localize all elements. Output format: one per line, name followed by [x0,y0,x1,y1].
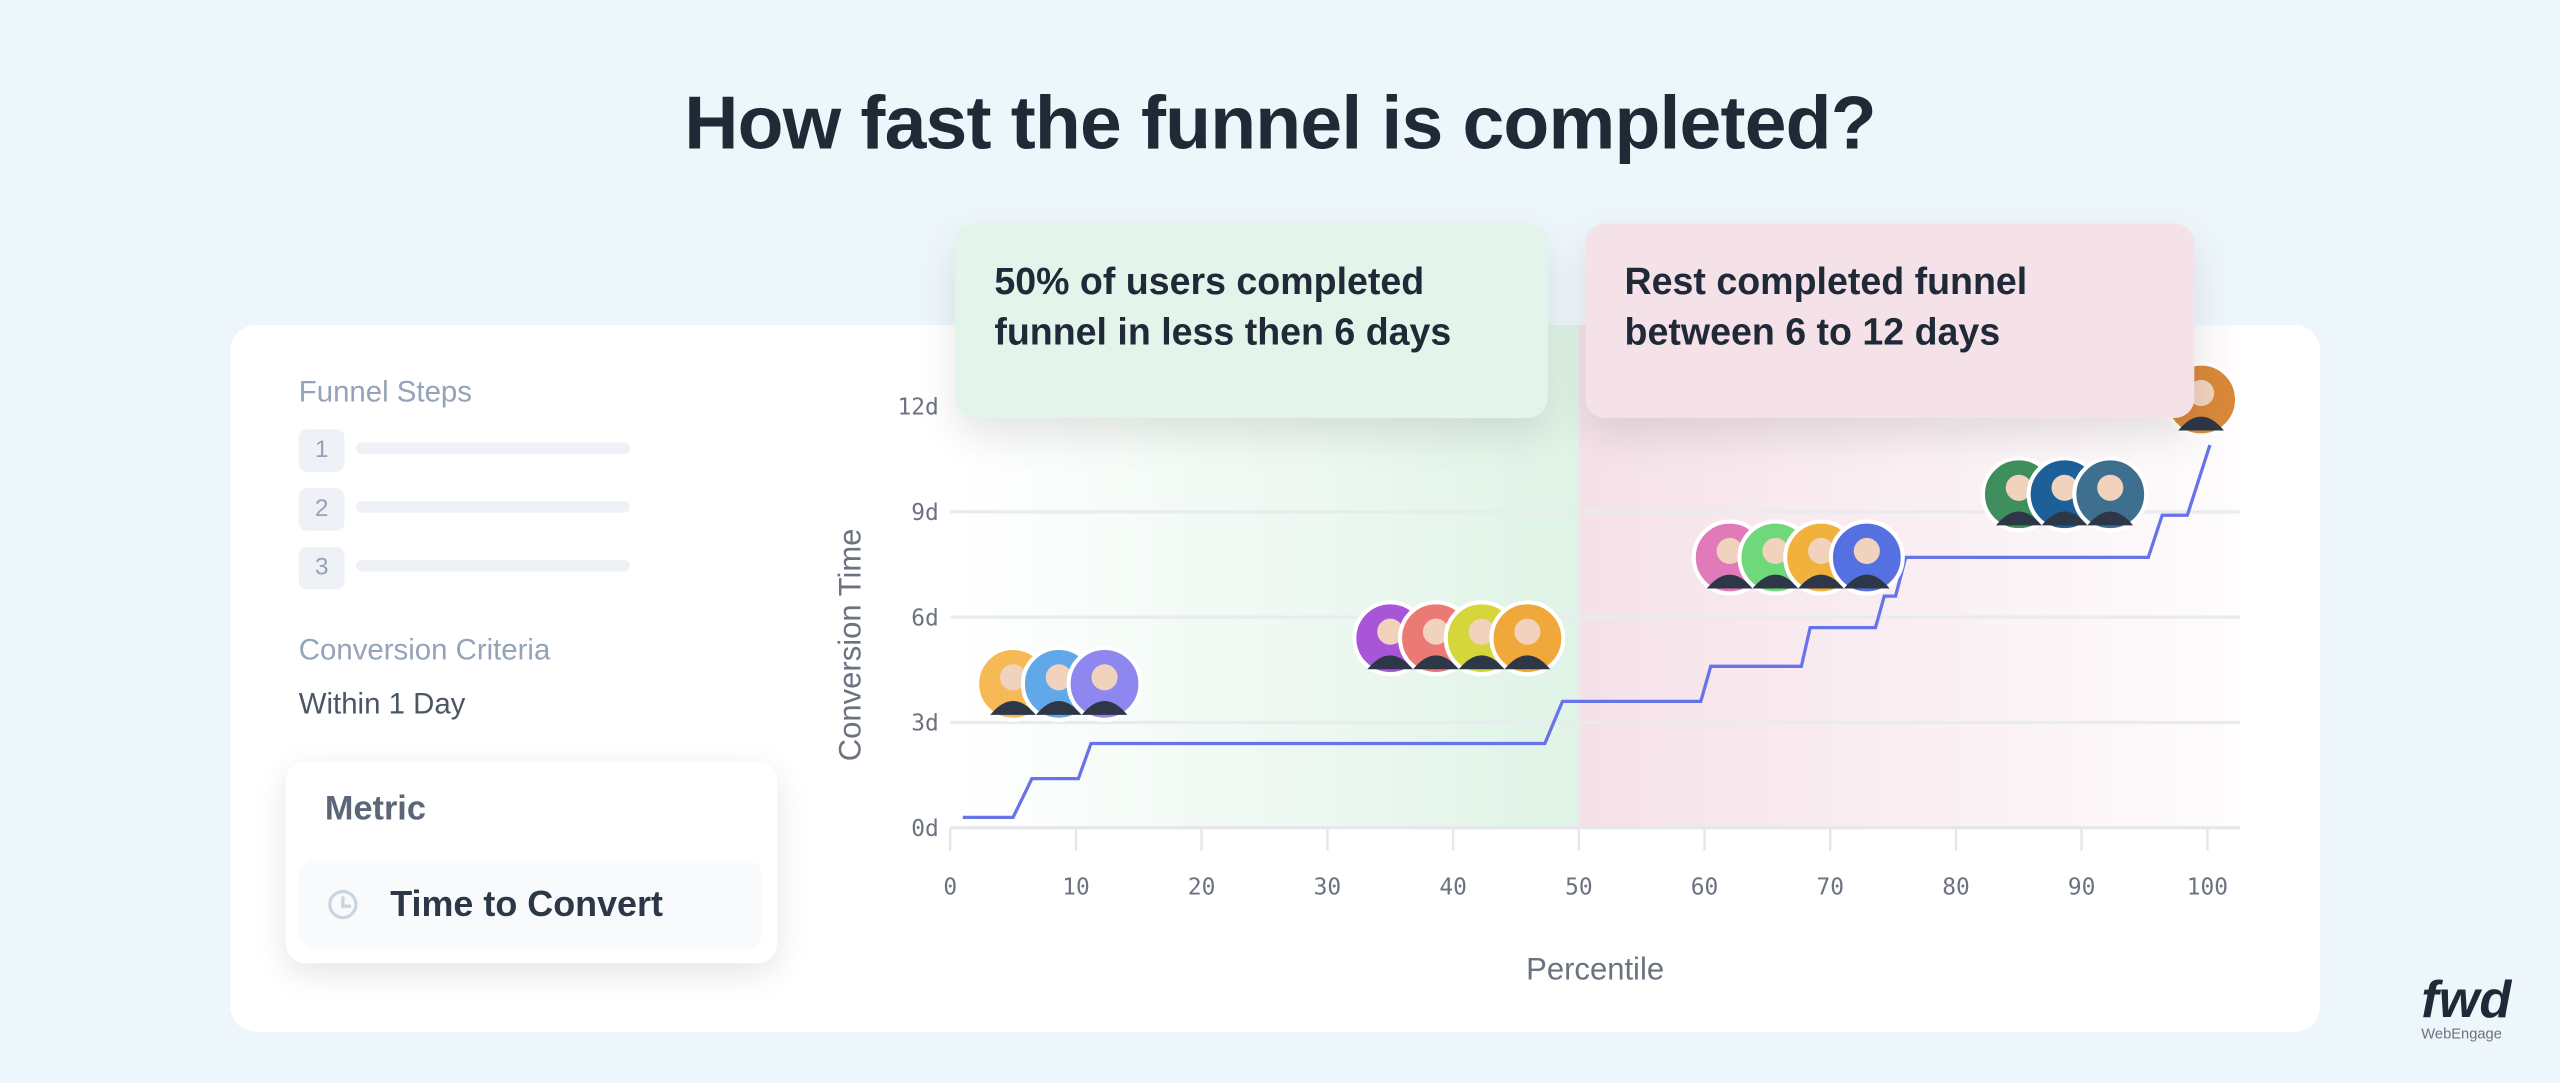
metric-select[interactable]: Time to Convert [298,860,763,949]
funnel-step-2[interactable]: 2 [298,488,345,531]
y-tick-label: 6d [911,605,939,631]
avatar-body [1367,655,1414,670]
avatar-body [1504,655,1551,670]
avatar-face [1762,537,1789,565]
avatar-face [1091,664,1118,691]
avatar-body [2041,511,2088,526]
x-axis-label: Percentile [1526,952,1664,987]
avatar-body [1706,574,1753,589]
avatar-face [2051,474,2078,501]
callout-line: 50% of users completed [994,259,1425,303]
avatar-body [1413,655,1459,670]
metric-label: Metric [324,790,426,828]
avatar-body [1035,700,1082,715]
callout-line: Rest completed funnel [1624,259,2028,303]
avatar-face [1716,537,1743,565]
x-tick-label: 40 [1439,875,1467,901]
clock-icon [328,889,358,920]
funnel-steps-label: Funnel Steps [298,375,472,409]
avatar-face [1377,618,1404,645]
fwd-webengage-logo: fwd WebEngage [2421,973,2511,1042]
avatar-body [1458,655,1505,670]
callout-line: funnel in less then 6 days [994,310,1452,353]
avatar-face [2005,474,2032,501]
avatar-face [2188,379,2215,407]
callout-first-half: 50% of users completed funnel in less th… [955,223,1548,418]
metric-card: Metric Time to Convert [285,760,778,964]
funnel-step-bar [355,501,631,513]
avatar-body [1843,574,1890,589]
x-tick-label: 60 [1691,875,1719,901]
conversion-criteria-label: Conversion Criteria [298,633,551,667]
x-tick-label: 50 [1565,875,1593,901]
callout-second-half: Rest completed funnel between 6 to 12 da… [1585,223,2195,418]
avatar-face [1045,664,1072,691]
series-line [962,444,2212,819]
avatar-body [1752,574,1799,589]
page-title: How fast the funnel is completed? [684,80,1876,165]
avatar-face [1422,618,1450,645]
funnel-step-3[interactable]: 3 [298,546,345,590]
y-axis-label: Conversion Time [832,529,867,762]
avatar-face [1468,618,1495,645]
funnel-step-bar [355,560,631,572]
x-tick-label: 30 [1314,875,1342,901]
y-tick-label: 9d [911,500,939,526]
conversion-criteria-value[interactable]: Within 1 Day [298,687,466,721]
metric-value: Time to Convert [390,883,663,925]
logo-subtext: WebEngage [2421,1025,2502,1042]
avatar-face [1000,664,1027,691]
avatar-face [1514,618,1541,645]
avatar-body [1995,511,2042,526]
callout-line: between 6 to 12 days [1624,310,2001,353]
avatar-face [2097,474,2124,501]
avatar-body [1798,574,1844,589]
avatar-body [2087,511,2134,526]
avatar-body [990,700,1036,715]
avatar-face [1853,537,1880,565]
y-tick-label: 12d [898,395,939,421]
x-tick-label: 70 [1816,875,1844,901]
x-tick-label: 100 [2187,875,2228,901]
funnel-step-bar [355,442,631,454]
y-tick-label: 3d [911,711,939,737]
y-tick-label: 0d [911,816,939,842]
x-tick-label: 10 [1062,875,1090,901]
funnel-step-1[interactable]: 1 [298,429,345,472]
avatar-body [1081,700,1128,715]
logo-text: fwd [2421,969,2512,1029]
x-tick-label: 80 [1942,875,1970,901]
avatar-face [1808,537,1835,565]
x-tick-label: 20 [1188,875,1216,901]
x-tick-label: 90 [2068,875,2096,901]
x-tick-label: 0 [943,875,957,901]
avatar-body [2178,416,2224,431]
